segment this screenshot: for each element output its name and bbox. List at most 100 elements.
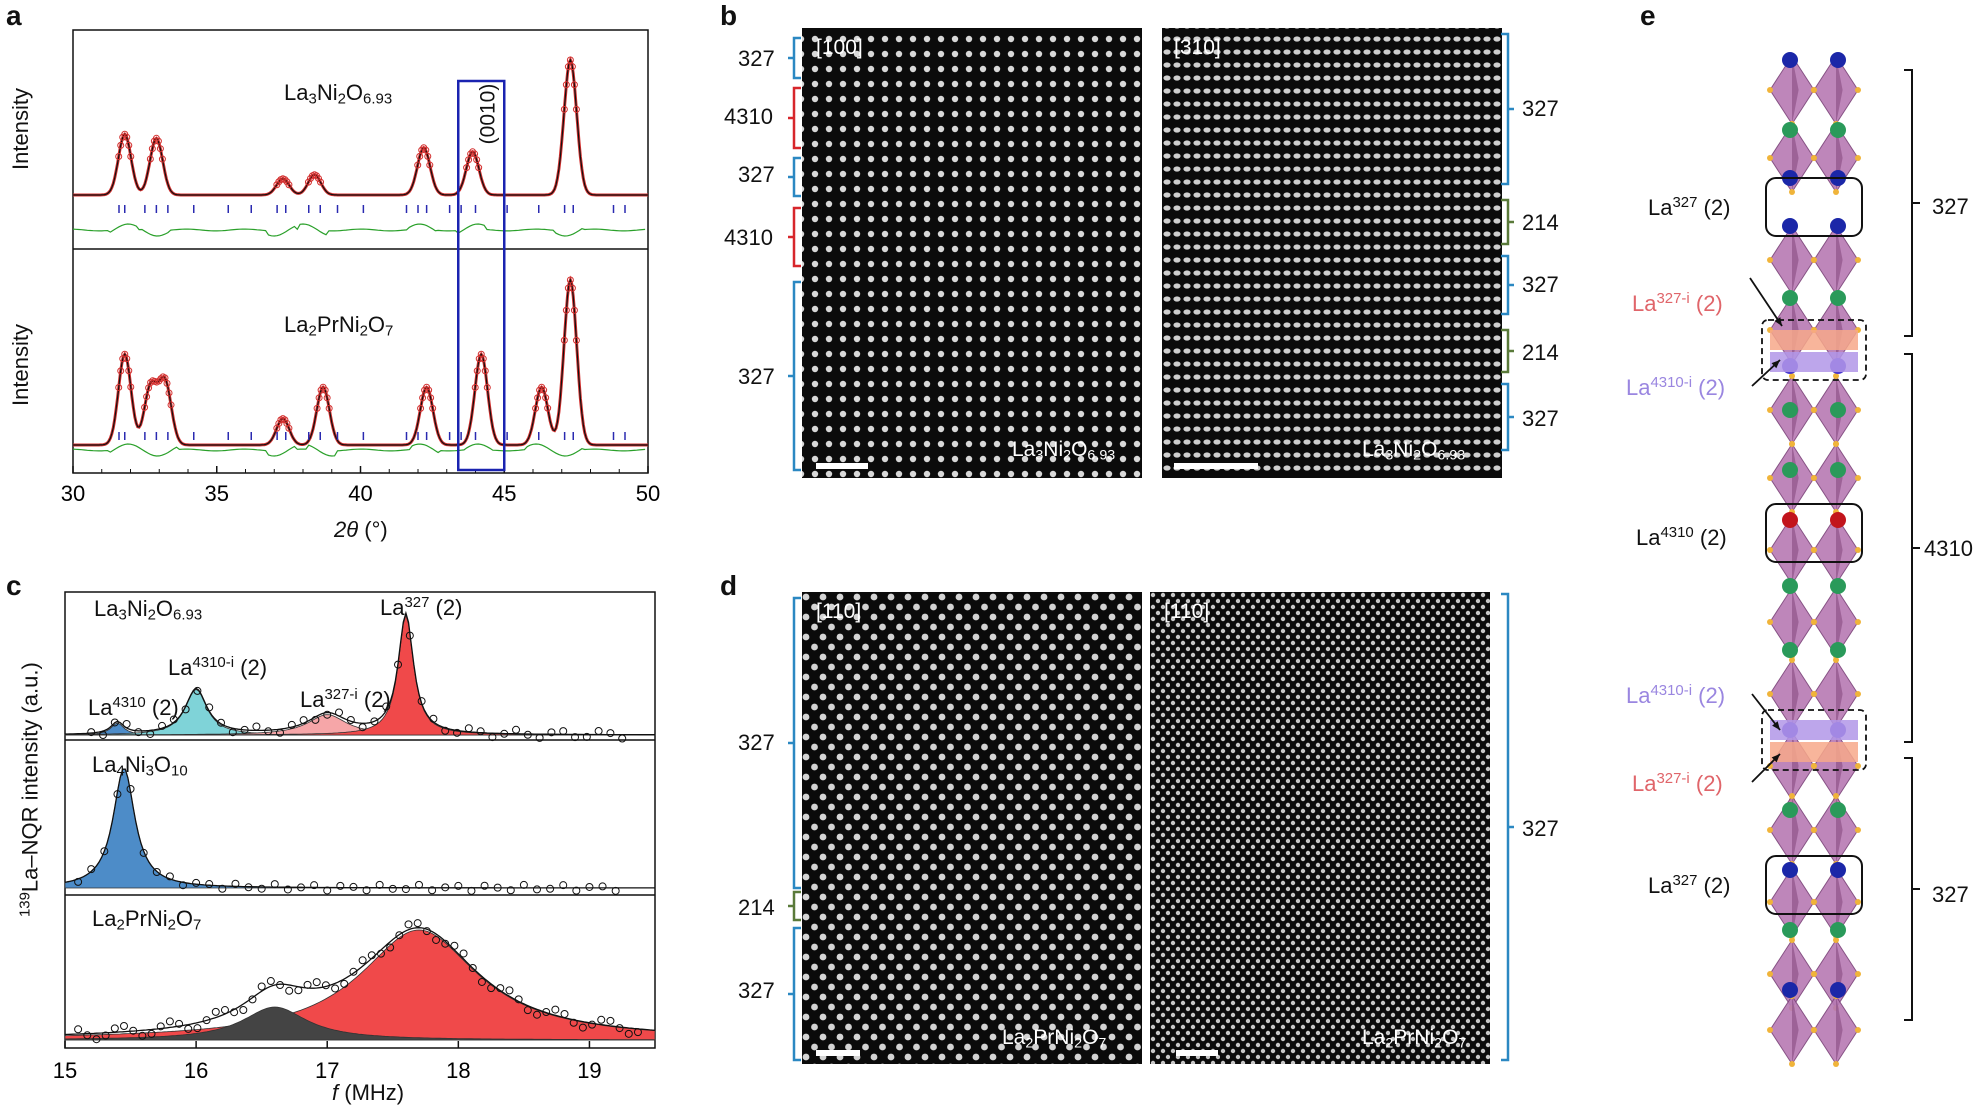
data-point	[158, 721, 167, 730]
octahedron-shade	[1792, 444, 1799, 512]
data-point	[120, 1022, 128, 1031]
peak-fill-la327	[64, 929, 656, 1041]
oxygen-atom	[1833, 937, 1839, 943]
data-point	[560, 336, 568, 344]
la-atom	[1830, 862, 1846, 878]
la-atom	[1830, 922, 1846, 938]
e-bracket-label: 4310	[1924, 536, 1973, 561]
data-point	[127, 383, 135, 391]
zone-axis-110: [110]	[1164, 600, 1210, 623]
data-point	[117, 367, 125, 375]
bracket	[792, 206, 801, 268]
oxygen-atom	[1811, 899, 1817, 905]
bracket-label: 327	[738, 730, 775, 755]
panel-label-e: e	[1640, 0, 1656, 31]
data-point	[134, 728, 143, 737]
data-point	[572, 105, 580, 113]
data-point	[459, 949, 468, 958]
data-point	[228, 728, 237, 737]
peak-label-la327: La327 (2)	[380, 594, 463, 621]
la-atom	[1830, 218, 1846, 234]
data-point	[534, 394, 542, 402]
sample-label-d-left: La2PrNi2O7	[1002, 1026, 1107, 1052]
data-point	[154, 137, 162, 145]
octahedron-shade	[1836, 868, 1843, 936]
data-point	[512, 725, 521, 734]
data-point	[463, 164, 471, 172]
zone-axis-110: [110]	[816, 600, 862, 623]
panel-label-c: c	[6, 570, 22, 601]
la-atom	[1782, 982, 1798, 998]
ylabel-c: 139La–NQR intensity (a.u.)	[16, 662, 43, 918]
oxygen-atom	[1767, 155, 1773, 161]
data-point	[533, 1010, 541, 1019]
panel-label-a: a	[6, 0, 22, 31]
fit-curve	[65, 610, 655, 736]
oxygen-atom	[1767, 475, 1773, 481]
oxygen-atom	[1789, 793, 1795, 799]
data-point	[471, 383, 479, 391]
data-point	[349, 882, 358, 891]
data-point	[317, 178, 325, 186]
data-point	[299, 716, 308, 725]
data-point	[424, 152, 432, 160]
data-point	[477, 350, 485, 358]
peak-label-la4310: La4310 (2)	[88, 694, 179, 721]
data-point	[582, 732, 591, 741]
data-point	[119, 355, 127, 363]
data-point	[276, 981, 285, 990]
data-point	[404, 920, 413, 929]
data-point	[441, 939, 450, 948]
data-point	[559, 881, 568, 890]
data-point	[279, 415, 287, 423]
la-atom	[1782, 578, 1798, 594]
data-point	[427, 394, 435, 402]
oxygen-atom	[1767, 407, 1773, 413]
oxygen-atom	[1767, 691, 1773, 697]
oxygen-atom	[1811, 155, 1817, 161]
la-atom	[1782, 52, 1798, 68]
la-atom	[1830, 462, 1846, 478]
data-point	[158, 155, 166, 163]
bracket	[1501, 32, 1510, 186]
peak-fill-la327i	[64, 1006, 656, 1041]
data-point	[121, 350, 129, 358]
data-point	[321, 386, 329, 394]
stem-image-100: [100] La3Ni2O6.93	[802, 28, 1142, 478]
data-point	[115, 383, 123, 391]
data-point	[585, 882, 594, 891]
data-point	[101, 1031, 110, 1040]
data-point	[386, 943, 395, 952]
la327i-layer	[1770, 330, 1858, 350]
bracket	[792, 890, 801, 922]
x-tick-label: 40	[348, 481, 372, 506]
bracket	[792, 156, 801, 198]
data-point	[257, 982, 266, 991]
data-point	[419, 394, 427, 402]
data-point	[146, 155, 154, 163]
x-tick-label: 30	[61, 481, 85, 506]
oxygen-atom	[1833, 373, 1839, 379]
data-point	[475, 164, 483, 172]
data-point	[540, 386, 548, 394]
data-point	[270, 880, 279, 889]
sample-label-d-right: La2PrNi2O7	[1362, 1026, 1467, 1052]
data-point	[594, 727, 603, 736]
panel-c: 15 16 17 18 19 La3Ni2O6.93 La4Ni3O10 La2PrNi…	[0, 570, 680, 1110]
data-point	[473, 156, 481, 164]
octahedron-shade	[1792, 868, 1799, 936]
bracket	[792, 280, 801, 472]
oxygen-atom	[1811, 1027, 1817, 1033]
data-point	[533, 885, 541, 894]
sample-label-b-right: La3Ni2O6.93	[1362, 438, 1466, 464]
la-atom	[1830, 578, 1846, 594]
box-label-0010: (0010)	[476, 83, 500, 145]
oxygen-atom	[1767, 619, 1773, 625]
oxygen-atom	[1855, 827, 1861, 833]
data-point	[422, 146, 430, 154]
data-point	[230, 1008, 239, 1017]
oxygen-atom	[1811, 87, 1817, 93]
data-point	[74, 1025, 83, 1034]
difference-curve	[72, 443, 646, 457]
la-atom	[1782, 862, 1798, 878]
